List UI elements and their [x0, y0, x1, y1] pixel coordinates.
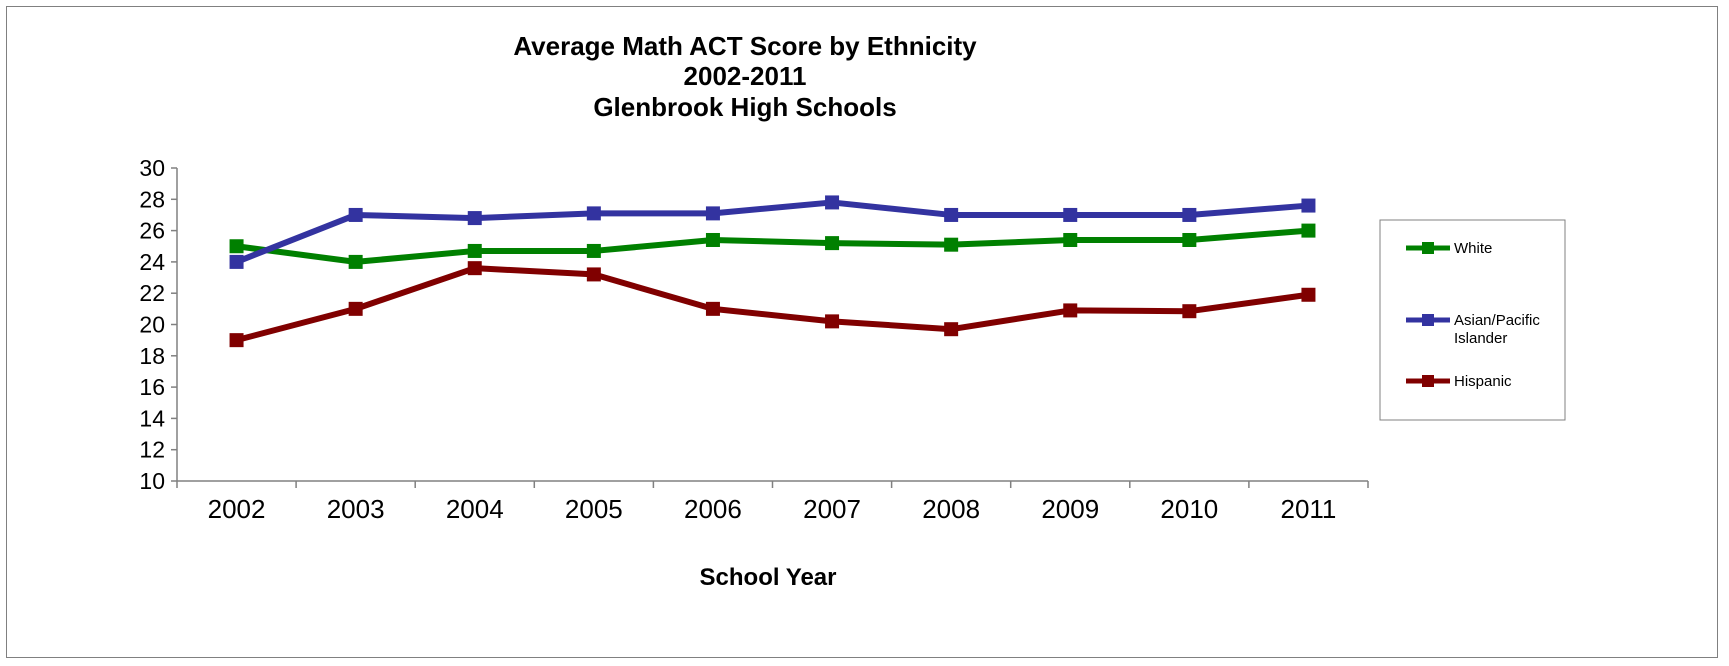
x-axis-title: School Year	[700, 564, 837, 591]
data-point-marker	[1063, 303, 1078, 318]
data-point-marker	[1182, 207, 1197, 222]
data-point-marker	[586, 206, 601, 221]
x-axis-ticks: 2002 2003 2004 2005 2006 2007 2008 2009 2010 2011	[176, 481, 1369, 524]
legend-label: Asian/Pacific	[1454, 312, 1540, 329]
data-point-marker	[705, 232, 720, 247]
chart-title-line-1: Average Math ACT Score by Ethnicity	[513, 31, 977, 61]
data-point-marker	[229, 239, 244, 254]
y-tick-label: 18	[139, 343, 165, 369]
data-point-marker	[348, 301, 363, 316]
series-hispanic	[229, 261, 1316, 348]
chart-title-line-2: 2002-2011	[684, 61, 807, 91]
y-tick-label: 22	[139, 280, 165, 306]
legend-marker	[1422, 375, 1434, 387]
y-tick-label: 26	[139, 218, 165, 244]
x-tick-label: 2007	[803, 494, 861, 524]
data-point-marker	[944, 237, 959, 252]
y-axis-ticks: 10 12 14 16 18 20 22 24 26 28 30	[139, 155, 177, 494]
x-tick-label: 2004	[446, 494, 504, 524]
data-point-marker	[467, 261, 482, 276]
data-point-marker	[1063, 232, 1078, 247]
data-point-marker	[705, 301, 720, 316]
y-tick-label: 10	[139, 468, 165, 494]
y-tick-label: 16	[139, 374, 165, 400]
legend-item: White	[1406, 240, 1492, 257]
chart-title-line-3: Glenbrook High Schools	[593, 92, 896, 122]
data-point-marker	[467, 243, 482, 258]
series-asian-pacific-islander	[229, 195, 1316, 269]
line-chart: Average Math ACT Score by Ethnicity 2002…	[139, 31, 1566, 591]
series-white	[229, 223, 1316, 269]
legend-label: Hispanic	[1454, 373, 1512, 390]
data-point-marker	[467, 211, 482, 226]
y-tick-label: 14	[139, 405, 165, 431]
x-tick-label: 2010	[1160, 494, 1218, 524]
legend-marker	[1422, 242, 1434, 254]
x-tick-label: 2005	[565, 494, 623, 524]
data-point-marker	[825, 236, 840, 251]
data-point-marker	[229, 254, 244, 269]
legend-marker	[1422, 314, 1434, 326]
data-point-marker	[825, 195, 840, 210]
data-point-marker	[1182, 304, 1197, 319]
legend-item: Hispanic	[1406, 373, 1512, 390]
data-point-marker	[586, 243, 601, 258]
data-point-marker	[1301, 287, 1316, 302]
x-tick-label: 2011	[1280, 494, 1336, 524]
x-tick-label: 2009	[1041, 494, 1099, 524]
series-line	[236, 227, 1309, 265]
data-point-marker	[229, 333, 244, 348]
x-tick-label: 2006	[684, 494, 742, 524]
y-tick-label: 12	[139, 437, 165, 463]
y-tick-label: 24	[139, 249, 165, 275]
chart-title: Average Math ACT Score by Ethnicity 2002…	[513, 31, 977, 122]
y-tick-label: 28	[139, 186, 165, 212]
series-line	[235, 265, 1309, 344]
legend-label: White	[1454, 240, 1492, 257]
data-point-marker	[348, 254, 363, 269]
data-point-marker	[944, 207, 959, 222]
y-tick-label: 30	[139, 155, 165, 181]
data-point-marker	[1182, 232, 1197, 247]
data-point-marker	[1063, 207, 1078, 222]
x-tick-label: 2003	[327, 494, 385, 524]
x-tick-label: 2008	[922, 494, 980, 524]
data-point-marker	[1301, 198, 1316, 213]
data-point-marker	[586, 267, 601, 282]
data-point-marker	[705, 206, 720, 221]
series-line	[235, 199, 1309, 265]
data-point-marker	[1301, 223, 1316, 238]
y-tick-label: 20	[139, 312, 165, 338]
series-layer	[229, 195, 1316, 348]
data-point-marker	[944, 322, 959, 337]
data-point-marker	[348, 207, 363, 222]
chart-area: Average Math ACT Score by Ethnicity 2002…	[6, 6, 1718, 658]
data-point-marker	[825, 314, 840, 329]
x-tick-label: 2002	[208, 494, 266, 524]
legend-label: Islander	[1454, 330, 1507, 347]
